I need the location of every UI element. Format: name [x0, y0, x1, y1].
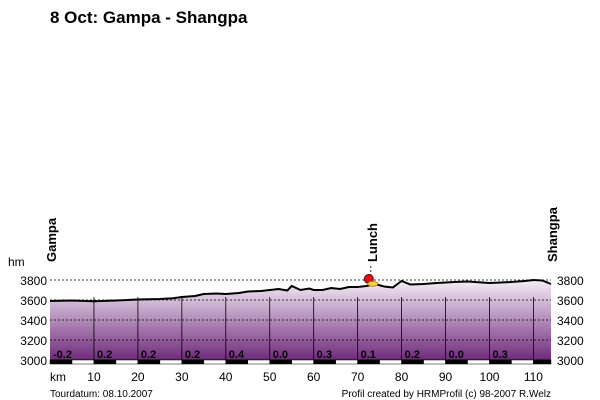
x-tick-label: 50	[263, 370, 277, 384]
y-tick-label-left: 3200	[20, 334, 47, 348]
km-scale-segment	[533, 359, 552, 365]
km-scale-segment	[423, 359, 446, 365]
profile-line	[49, 278, 552, 303]
x-axis-label: km	[50, 370, 66, 384]
x-tick-label: 110	[524, 370, 543, 384]
waypoint-label: Shangpa	[545, 206, 560, 262]
y-tick-label-left: 3800	[20, 274, 47, 288]
lunch-marker-base	[367, 280, 379, 287]
x-tick-label: 20	[131, 370, 145, 384]
x-tick-label: 60	[307, 370, 321, 384]
segment-grade-label: 0.0	[449, 349, 464, 361]
x-tick-label: 30	[175, 370, 189, 384]
y-tick-label-right: 3800	[557, 274, 584, 288]
km-scale-segment	[379, 359, 402, 365]
x-tick-label: 70	[351, 370, 365, 384]
waypoint-label: Lunch	[365, 223, 380, 262]
y-tick-label-left: 3400	[20, 314, 47, 328]
segment-grade-label: 0.1	[361, 349, 376, 361]
segment-grade-label: 0.3	[492, 349, 507, 361]
segment-grade-label: 0.0	[273, 349, 288, 361]
segment-grade-label: 0.2	[97, 349, 112, 361]
waypoint-label: Gampa	[44, 217, 59, 262]
km-scale-segment	[115, 359, 139, 365]
x-tick-label: 40	[219, 370, 233, 384]
km-scale-segment	[511, 359, 534, 365]
segment-grade-label: 0.2	[141, 349, 156, 361]
km-scale-segment	[291, 359, 314, 365]
km-scale-segment	[71, 359, 95, 365]
y-tick-label-right: 3600	[557, 294, 584, 308]
km-scale-segment	[247, 359, 270, 365]
y-tick-label-left: 3600	[20, 294, 47, 308]
segment-grade-label: 0.3	[317, 349, 332, 361]
x-tick-label: 10	[87, 370, 101, 384]
x-tick-label: 90	[439, 370, 453, 384]
km-scale-segment	[159, 359, 183, 365]
x-tick-label: 100	[479, 370, 499, 384]
segment-grade-label: 0.2	[185, 349, 200, 361]
km-scale-segment	[335, 359, 358, 365]
segment-grade-label: -0.2	[53, 349, 72, 361]
y-tick-label-right: 3200	[557, 334, 584, 348]
segment-grade-label: 0.4	[229, 349, 245, 361]
x-tick-label: 80	[395, 370, 409, 384]
footer-credit: Profil created by HRMProfil (c) 98-2007 …	[342, 389, 551, 400]
y-tick-label-right: 3400	[557, 314, 584, 328]
footer-tourdate: Tourdatum: 08.10.2007	[50, 389, 153, 400]
chart-title: 8 Oct: Gampa - Shangpa	[50, 8, 248, 27]
y-tick-label-right: 3000	[557, 354, 584, 368]
y-tick-label-left: 3000	[20, 354, 47, 368]
segment-grade-label: 0.2	[405, 349, 420, 361]
km-scale-segment	[203, 359, 227, 365]
y-axis-label: hm	[8, 255, 25, 269]
km-scale-segment	[467, 359, 490, 365]
